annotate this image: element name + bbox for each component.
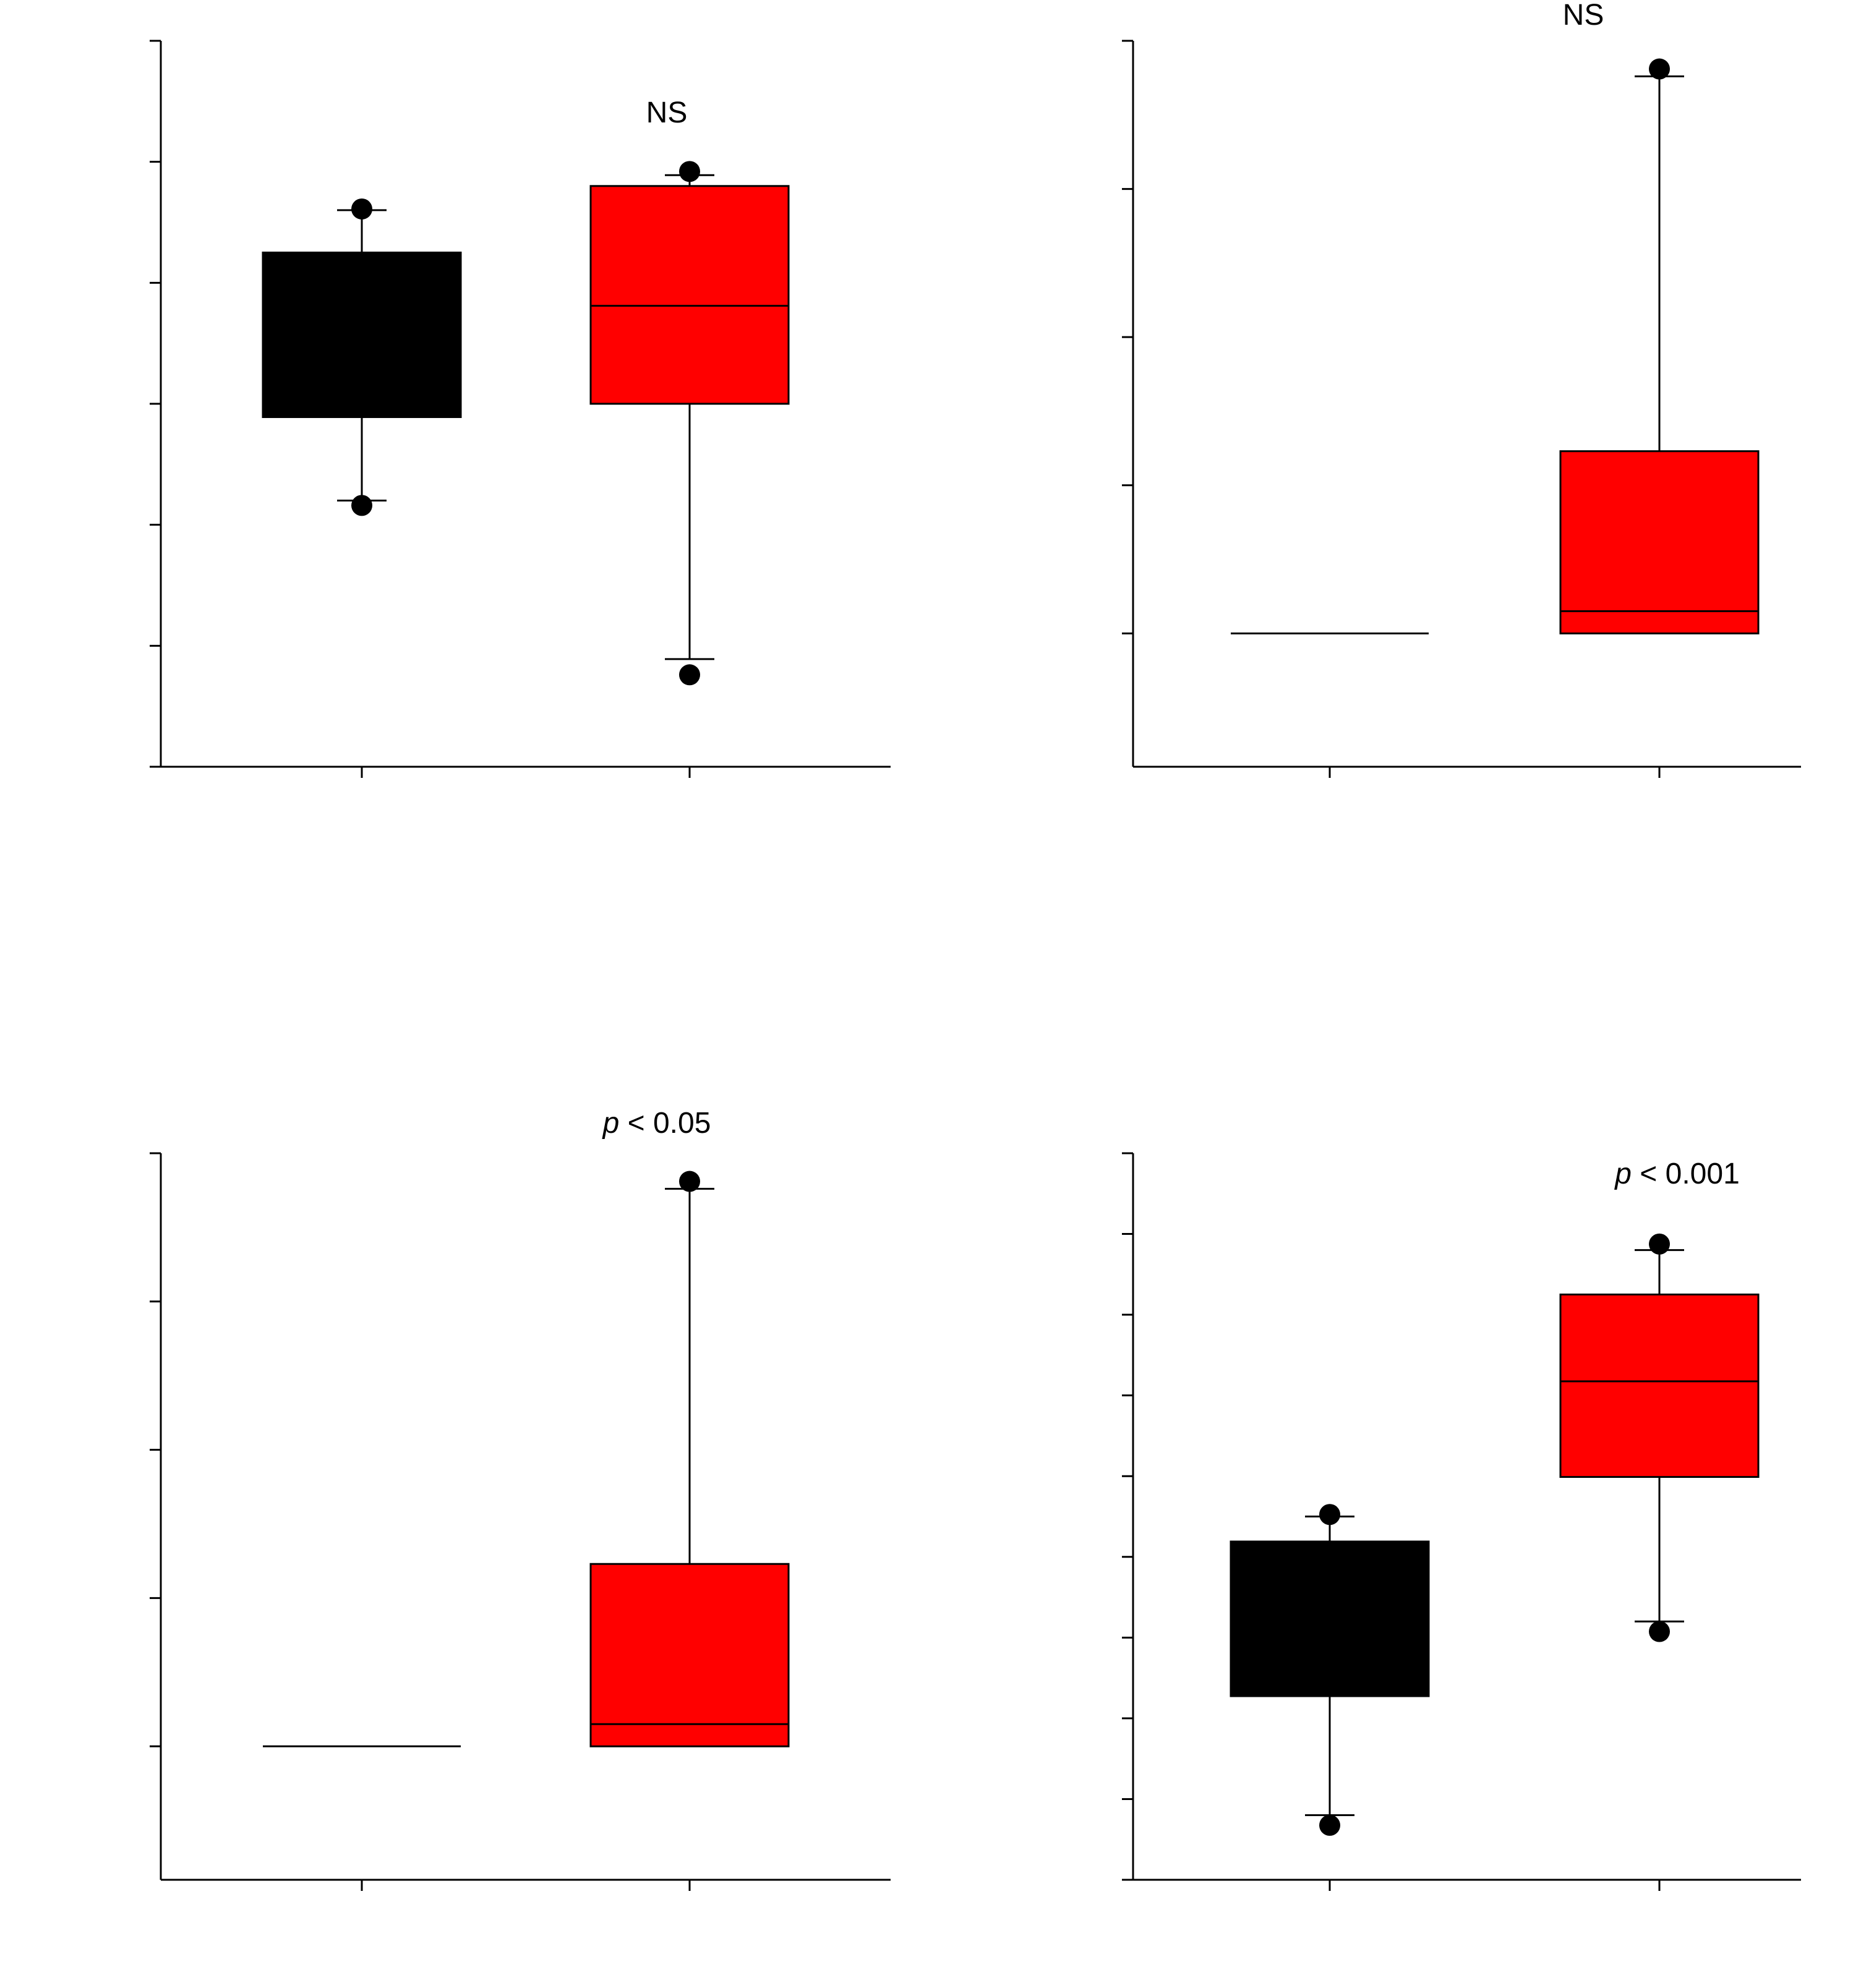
box-body [1230,1540,1430,1697]
p-symbol: p [1614,1158,1632,1190]
box-body [262,251,462,419]
chart-panel-2: NS [1122,0,1801,778]
outlier-point [1649,1621,1670,1642]
chart-panel-3: p < 0.05 [150,1107,891,1891]
chart-panel-4: p < 0.001 [1122,1152,1801,1891]
outlier-point [679,161,700,182]
outlier-point [1319,1504,1340,1525]
significance-annotation: NS [646,96,688,129]
box-body [589,185,790,405]
box-tumor [589,161,790,686]
outlier-point [679,1171,700,1192]
annotation-text: NS [646,96,688,129]
annotation-text: < 0.05 [619,1107,711,1140]
outlier-point [1649,58,1670,80]
significance-annotation: p < 0.05 [602,1107,711,1140]
significance-annotation: NS [1563,0,1604,32]
outlier-point [351,495,372,516]
outlier-point [351,198,372,220]
box-tumor [1559,1233,1760,1642]
box-body [1559,450,1760,634]
outlier-point [1649,1233,1670,1255]
box-tumor [589,1171,790,1747]
box-body [1559,1293,1760,1478]
annotation-text: < 0.001 [1632,1158,1740,1190]
box-tumor [1559,58,1760,634]
annotation-text: NS [1563,0,1604,32]
chart-panel-1: NS [150,40,891,778]
box-body [589,1563,790,1747]
outlier-point [1319,1814,1340,1836]
outlier-point [679,664,700,686]
p-symbol: p [602,1107,620,1140]
box-healthy [1230,1504,1430,1836]
box-healthy [262,198,462,516]
significance-annotation: p < 0.001 [1614,1158,1740,1190]
